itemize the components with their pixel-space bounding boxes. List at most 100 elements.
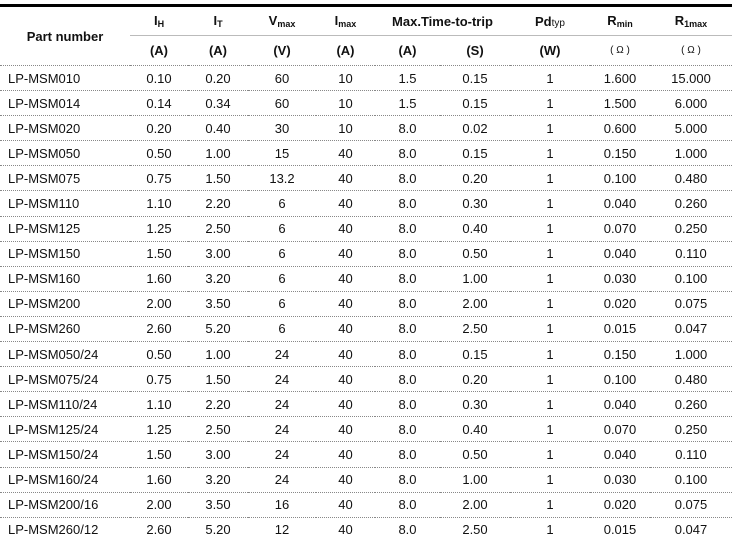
value-cell: 3.50 xyxy=(188,491,248,518)
value-cell: 2.50 xyxy=(188,215,248,242)
value-cell: 1.25 xyxy=(130,416,188,442)
table-row: LP-MSM075/24 0.75 1.50 24 40 8.0 0.20 1 0.100 0.4… xyxy=(0,366,732,392)
value-cell: 15 xyxy=(248,140,316,166)
value-cell: 0.50 xyxy=(440,240,510,267)
value-cell: 0.040 xyxy=(590,391,650,417)
value-cell: 1 xyxy=(510,290,590,317)
unit-ih: (A) xyxy=(130,35,188,66)
value-cell: 1.50 xyxy=(130,240,188,267)
part-number-cell: LP-MSM200/16 xyxy=(0,491,130,518)
value-cell: 0.070 xyxy=(590,215,650,242)
value-cell: 0.260 xyxy=(650,391,732,417)
part-number-cell: LP-MSM160/24 xyxy=(0,466,130,493)
value-cell: 0.15 xyxy=(440,90,510,116)
value-cell: 2.00 xyxy=(440,491,510,518)
table-row: LP-MSM050/24 0.50 1.00 24 40 8.0 0.15 1 0.150 1.0… xyxy=(0,341,732,367)
unit-it: (A) xyxy=(188,35,248,66)
value-cell: 0.075 xyxy=(650,290,732,317)
table-row: LP-MSM260/12 2.60 5.20 12 40 8.0 2.50 1 0.015 0.0… xyxy=(0,516,732,542)
value-cell: 3.20 xyxy=(188,265,248,292)
value-cell: 0.40 xyxy=(188,115,248,141)
table-row: LP-MSM150/24 1.50 3.00 24 40 8.0 0.50 1 0.040 0.1… xyxy=(0,441,732,467)
value-cell: 0.34 xyxy=(188,90,248,116)
value-cell: 1.50 xyxy=(188,165,248,191)
value-cell: 6 xyxy=(248,240,316,267)
header-r1max: R1max xyxy=(674,13,708,29)
value-cell: 1.00 xyxy=(440,265,510,292)
value-cell: 8.0 xyxy=(375,516,440,542)
value-cell: 6 xyxy=(248,190,316,217)
value-cell: 6 xyxy=(248,290,316,317)
value-cell: 8.0 xyxy=(375,140,440,166)
value-cell: 40 xyxy=(316,366,375,392)
value-cell: 8.0 xyxy=(375,466,440,493)
value-cell: 0.040 xyxy=(590,190,650,217)
part-number-cell: LP-MSM200 xyxy=(0,290,130,317)
value-cell: 10 xyxy=(316,115,375,141)
value-cell: 40 xyxy=(316,516,375,542)
value-cell: 3.00 xyxy=(188,441,248,467)
value-cell: 40 xyxy=(316,491,375,518)
value-cell: 1 xyxy=(510,466,590,493)
value-cell: 40 xyxy=(316,240,375,267)
value-cell: 0.50 xyxy=(130,341,188,367)
value-cell: 0.020 xyxy=(590,290,650,317)
table-row: LP-MSM125/24 1.25 2.50 24 40 8.0 0.40 1 0.070 0.2… xyxy=(0,416,732,442)
value-cell: 1.00 xyxy=(188,341,248,367)
value-cell: 1.600 xyxy=(590,64,650,91)
value-cell: 0.075 xyxy=(650,491,732,518)
unit-imax: (A) xyxy=(316,35,375,66)
value-cell: 15.000 xyxy=(650,64,732,91)
value-cell: 0.480 xyxy=(650,165,732,191)
value-cell: 0.02 xyxy=(440,115,510,141)
header-rmin: Rmin xyxy=(607,13,633,29)
value-cell: 1 xyxy=(510,215,590,242)
value-cell: 1.25 xyxy=(130,215,188,242)
value-cell: 6 xyxy=(248,215,316,242)
table-row: LP-MSM110/24 1.10 2.20 24 40 8.0 0.30 1 0.040 0.2… xyxy=(0,391,732,417)
value-cell: 0.20 xyxy=(130,115,188,141)
value-cell: 0.110 xyxy=(650,240,732,267)
unit-trip-current: (A) xyxy=(375,35,440,66)
value-cell: 1.5 xyxy=(375,64,440,91)
table-row: LP-MSM160 1.60 3.20 6 40 8.0 1.00 1 0.030 0.100 xyxy=(0,265,732,292)
value-cell: 40 xyxy=(316,140,375,166)
value-cell: 1 xyxy=(510,366,590,392)
value-cell: 0.14 xyxy=(130,90,188,116)
value-cell: 1.500 xyxy=(590,90,650,116)
value-cell: 1.60 xyxy=(130,265,188,292)
value-cell: 1 xyxy=(510,240,590,267)
table-row: LP-MSM075 0.75 1.50 13.2 40 8.0 0.20 1 0.100 0.48… xyxy=(0,165,732,191)
value-cell: 1 xyxy=(510,115,590,141)
value-cell: 0.30 xyxy=(440,391,510,417)
value-cell: 8.0 xyxy=(375,265,440,292)
value-cell: 0.150 xyxy=(590,341,650,367)
value-cell: 1.50 xyxy=(130,441,188,467)
table-row: LP-MSM260 2.60 5.20 6 40 8.0 2.50 1 0.015 0.047 xyxy=(0,315,732,342)
value-cell: 3.00 xyxy=(188,240,248,267)
value-cell: 40 xyxy=(316,290,375,317)
value-cell: 3.50 xyxy=(188,290,248,317)
value-cell: 1 xyxy=(510,391,590,417)
header-imax: Imax xyxy=(334,13,357,29)
value-cell: 40 xyxy=(316,391,375,417)
value-cell: 8.0 xyxy=(375,441,440,467)
part-number-cell: LP-MSM160 xyxy=(0,265,130,292)
value-cell: 1 xyxy=(510,416,590,442)
value-cell: 5.20 xyxy=(188,315,248,342)
value-cell: 8.0 xyxy=(375,315,440,342)
value-cell: 0.20 xyxy=(440,165,510,191)
value-cell: 12 xyxy=(248,516,316,542)
part-number-cell: LP-MSM125 xyxy=(0,215,130,242)
value-cell: 40 xyxy=(316,341,375,367)
value-cell: 60 xyxy=(248,90,316,116)
value-cell: 40 xyxy=(316,165,375,191)
value-cell: 2.20 xyxy=(188,391,248,417)
value-cell: 24 xyxy=(248,366,316,392)
table-row: LP-MSM020 0.20 0.40 30 10 8.0 0.02 1 0.600 5.000 xyxy=(0,115,732,141)
part-number-cell: LP-MSM150/24 xyxy=(0,441,130,467)
value-cell: 1 xyxy=(510,90,590,116)
value-cell: 0.100 xyxy=(590,165,650,191)
part-number-cell: LP-MSM260 xyxy=(0,315,130,342)
value-cell: 1.10 xyxy=(130,190,188,217)
